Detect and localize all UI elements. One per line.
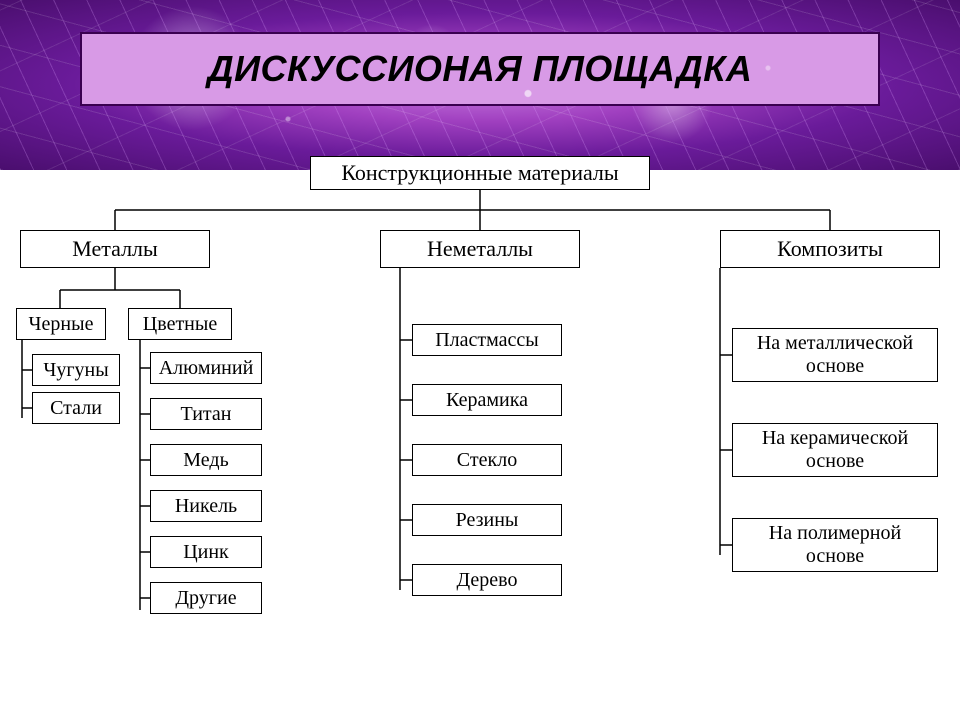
node-ferrous: Черные [16, 308, 106, 340]
node-root: Конструкционные материалы [310, 156, 650, 190]
node-composites-item: На металлической основе [732, 328, 938, 382]
node-nonmetals-item: Стекло [412, 444, 562, 476]
hierarchy-diagram: Конструкционные материалы Металлы Немета… [0, 150, 960, 710]
node-nonmetals-item: Пластмассы [412, 324, 562, 356]
node-nonferrous-item: Титан [150, 398, 262, 430]
node-ferrous-item: Стали [32, 392, 120, 424]
node-nonferrous-item: Никель [150, 490, 262, 522]
node-nonmetals-item: Резины [412, 504, 562, 536]
title-banner: ДИСКУССИОНАЯ ПЛОЩАДКА [80, 32, 880, 106]
node-metals: Металлы [20, 230, 210, 268]
node-nonmetals-item: Дерево [412, 564, 562, 596]
node-nonferrous-item: Алюминий [150, 352, 262, 384]
node-nonferrous-item: Медь [150, 444, 262, 476]
node-composites-item: На полимерной основе [732, 518, 938, 572]
decorative-header-background: ДИСКУССИОНАЯ ПЛОЩАДКА [0, 0, 960, 170]
node-nonferrous: Цветные [128, 308, 232, 340]
page-title: ДИСКУССИОНАЯ ПЛОЩАДКА [102, 48, 858, 90]
node-nonmetals-item: Керамика [412, 384, 562, 416]
node-nonferrous-item: Цинк [150, 536, 262, 568]
node-nonferrous-item: Другие [150, 582, 262, 614]
node-composites: Композиты [720, 230, 940, 268]
node-ferrous-item: Чугуны [32, 354, 120, 386]
node-nonmetals: Неметаллы [380, 230, 580, 268]
node-composites-item: На керамической основе [732, 423, 938, 477]
